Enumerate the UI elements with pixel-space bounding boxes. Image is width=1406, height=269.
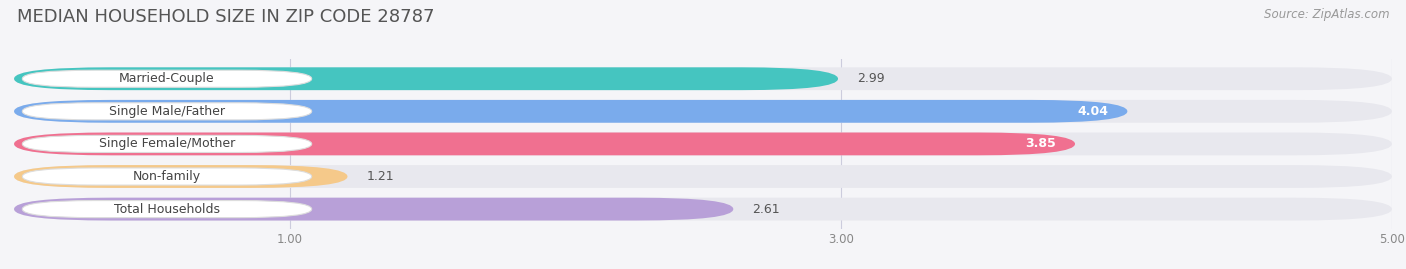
- Text: Single Male/Father: Single Male/Father: [110, 105, 225, 118]
- Text: 2.61: 2.61: [752, 203, 780, 215]
- FancyBboxPatch shape: [22, 135, 312, 153]
- FancyBboxPatch shape: [14, 165, 347, 188]
- FancyBboxPatch shape: [14, 133, 1076, 155]
- FancyBboxPatch shape: [22, 70, 312, 87]
- FancyBboxPatch shape: [14, 100, 1128, 123]
- Text: 4.04: 4.04: [1077, 105, 1108, 118]
- Text: 2.99: 2.99: [858, 72, 884, 85]
- FancyBboxPatch shape: [22, 201, 312, 218]
- Text: Married-Couple: Married-Couple: [120, 72, 215, 85]
- FancyBboxPatch shape: [14, 67, 838, 90]
- FancyBboxPatch shape: [14, 198, 1392, 221]
- Text: Total Households: Total Households: [114, 203, 219, 215]
- FancyBboxPatch shape: [14, 133, 1392, 155]
- Text: Non-family: Non-family: [134, 170, 201, 183]
- Text: 3.85: 3.85: [1025, 137, 1056, 150]
- FancyBboxPatch shape: [22, 168, 312, 185]
- Text: Single Female/Mother: Single Female/Mother: [98, 137, 235, 150]
- FancyBboxPatch shape: [14, 165, 1392, 188]
- Text: 1.21: 1.21: [367, 170, 395, 183]
- FancyBboxPatch shape: [14, 198, 734, 221]
- Text: MEDIAN HOUSEHOLD SIZE IN ZIP CODE 28787: MEDIAN HOUSEHOLD SIZE IN ZIP CODE 28787: [17, 8, 434, 26]
- FancyBboxPatch shape: [22, 103, 312, 120]
- FancyBboxPatch shape: [14, 67, 1392, 90]
- Text: Source: ZipAtlas.com: Source: ZipAtlas.com: [1264, 8, 1389, 21]
- FancyBboxPatch shape: [14, 100, 1392, 123]
